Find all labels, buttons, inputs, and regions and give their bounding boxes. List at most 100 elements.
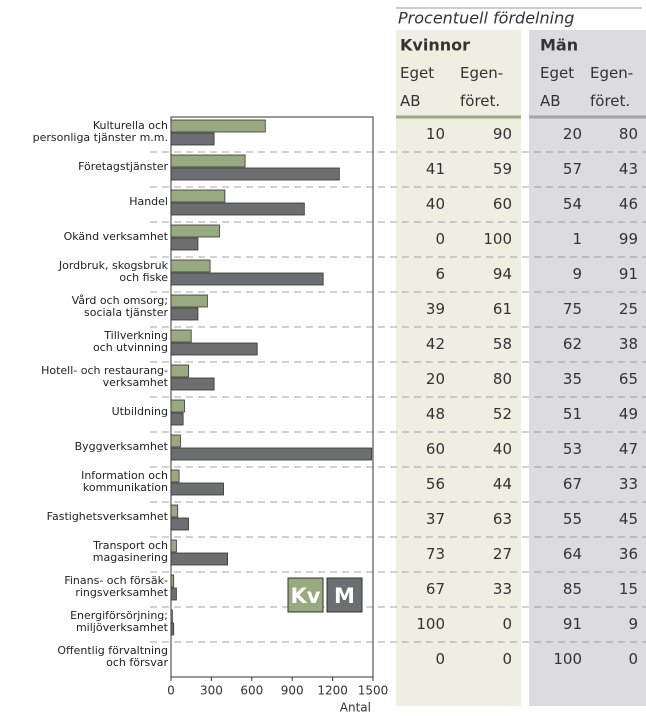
- legend-swatch: [326, 577, 363, 613]
- table-cell: 63: [493, 510, 512, 528]
- table-cell: 33: [619, 475, 638, 493]
- table-cell: 62: [563, 335, 582, 353]
- table-cell: 38: [619, 335, 638, 353]
- bar: [170, 189, 226, 203]
- category-label: Byggverksamhet: [74, 439, 168, 453]
- table-cell: 0: [435, 230, 445, 248]
- bar: [170, 399, 185, 413]
- x-tick-label: 1500: [358, 684, 389, 698]
- table-cell: 39: [426, 300, 445, 318]
- bar: [170, 154, 246, 168]
- table-cell: 0: [628, 650, 638, 668]
- column-header: Eget AB: [400, 64, 435, 110]
- table-cell: 56: [426, 475, 445, 493]
- table-cell: 94: [493, 265, 512, 283]
- table-cell: 0: [435, 650, 445, 668]
- x-tick-label: 0: [167, 684, 175, 698]
- category-label: Information och kommunikation: [81, 468, 168, 494]
- table-cell: 60: [426, 440, 445, 458]
- table-cell: 41: [426, 160, 445, 178]
- bar: [170, 552, 228, 566]
- bar: [170, 469, 180, 483]
- table-cell: 52: [493, 405, 512, 423]
- bar: [170, 364, 189, 378]
- table-cell: 49: [619, 405, 638, 423]
- table-cell: 48: [426, 405, 445, 423]
- table-cell: 61: [493, 300, 512, 318]
- table-cell: 36: [619, 545, 638, 563]
- bar: [170, 329, 192, 343]
- table-cell: 85: [563, 580, 582, 598]
- table-cell: 46: [619, 195, 638, 213]
- group-header: Män: [540, 36, 578, 55]
- column-header: Eget AB: [540, 64, 575, 110]
- bar: [170, 539, 177, 553]
- bar: [170, 434, 181, 448]
- bar: [170, 119, 266, 133]
- bar: [170, 574, 175, 588]
- table-cell: 55: [563, 510, 582, 528]
- bar: [170, 587, 177, 601]
- bar: [170, 167, 340, 181]
- bar: [170, 447, 373, 461]
- bar: [170, 307, 199, 321]
- table-cell: 37: [426, 510, 445, 528]
- table-cell: 6: [435, 265, 445, 283]
- bar: [170, 517, 189, 531]
- bar: [170, 609, 173, 623]
- category-label: Handel: [129, 194, 168, 208]
- column-header: Egen- föret.: [590, 64, 634, 110]
- category-label: Företagstjänster: [78, 159, 168, 173]
- category-label: Kulturella och personliga tjänster m.m.: [32, 118, 168, 144]
- table-cell: 91: [619, 265, 638, 283]
- table-cell: 10: [426, 125, 445, 143]
- category-label: Fastighetsverksamhet: [46, 509, 168, 523]
- table-cell: 57: [563, 160, 582, 178]
- bar: [170, 482, 224, 496]
- table-cell: 100: [416, 615, 445, 633]
- table-cell: 54: [563, 195, 582, 213]
- table-cell: 9: [572, 265, 582, 283]
- category-label: Hotell- och restaurang- verksamhet: [41, 363, 168, 389]
- bar: [170, 259, 211, 273]
- table-cell: 35: [563, 370, 582, 388]
- table-cell: 20: [563, 125, 582, 143]
- table-cell: 40: [493, 440, 512, 458]
- table-cell: 73: [426, 545, 445, 563]
- category-label: Energiförsörjning; miljöverksamhet: [70, 608, 168, 634]
- table-title: Procentuell fördelning: [398, 9, 574, 28]
- table-cell: 0: [502, 650, 512, 668]
- bar: [170, 377, 215, 391]
- table-cell: 65: [619, 370, 638, 388]
- bar: [170, 132, 215, 146]
- table-cell: 80: [493, 370, 512, 388]
- bar: [170, 294, 208, 308]
- bar: [170, 202, 305, 216]
- category-label: Vård och omsorg; sociala tjänster: [71, 293, 168, 319]
- category-label: Okänd verksamhet: [63, 229, 168, 243]
- table-cell: 43: [619, 160, 638, 178]
- x-tick-label: 300: [200, 684, 223, 698]
- bar: [170, 504, 179, 518]
- x-tick-label: 1200: [317, 684, 348, 698]
- table-cell: 33: [493, 580, 512, 598]
- table-cell: 100: [553, 650, 582, 668]
- table-cell: 45: [619, 510, 638, 528]
- legend-label: Kv: [291, 584, 321, 608]
- legend-label: M: [334, 584, 355, 608]
- table-cell: 1: [572, 230, 582, 248]
- table-cell: 100: [483, 230, 512, 248]
- table-cell: 67: [426, 580, 445, 598]
- table-cell: 90: [493, 125, 512, 143]
- table-cell: 75: [563, 300, 582, 318]
- bar: [170, 272, 324, 286]
- table-cell: 20: [426, 370, 445, 388]
- table-cell: 53: [563, 440, 582, 458]
- table-cell: 59: [493, 160, 512, 178]
- table-cell: 51: [563, 405, 582, 423]
- x-tick-label: 900: [281, 684, 304, 698]
- category-label: Transport och magasinering: [92, 538, 168, 564]
- table-cell: 67: [563, 475, 582, 493]
- table-cell: 64: [563, 545, 582, 563]
